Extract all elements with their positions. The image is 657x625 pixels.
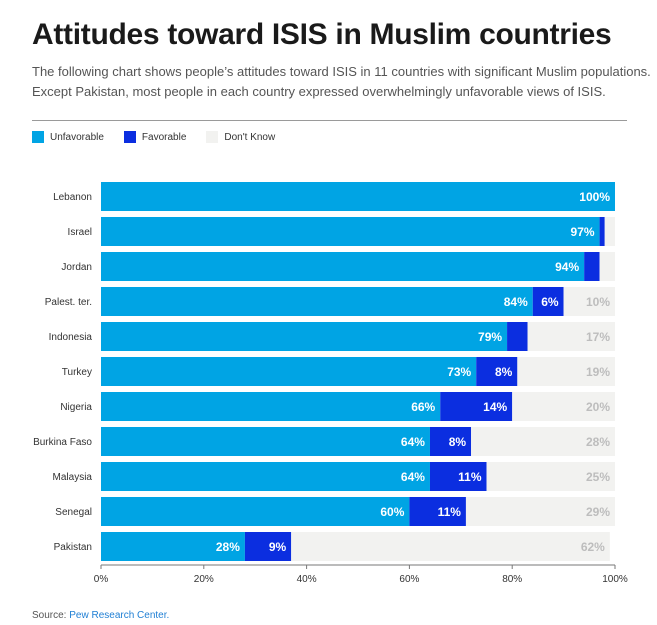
bar-unfavorable-jordan — [101, 252, 585, 281]
data-label-don-t-know-pakistan: 62% — [581, 540, 605, 554]
bar-unfavorable-malaysia — [101, 462, 430, 491]
bar-don-t-know-nigeria — [512, 392, 615, 421]
data-label-favorable-turkey: 8% — [495, 365, 513, 379]
legend-swatch-unfavorable — [32, 131, 44, 143]
legend-swatch-favorable — [123, 131, 136, 143]
x-tick-label-40: 40% — [297, 574, 317, 585]
bar-don-t-know-israel — [604, 217, 615, 246]
data-label-don-t-know-burkina-faso: 28% — [586, 435, 610, 449]
bar-don-t-know-malaysia — [486, 462, 615, 491]
data-label-unfavorable-jordan: 94% — [555, 260, 579, 274]
bar-favorable-indonesia — [507, 322, 528, 351]
data-label-unfavorable-nigeria: 66% — [411, 400, 435, 414]
bar-don-t-know-pakistan — [291, 532, 610, 561]
data-label-unfavorable-burkina-faso: 64% — [401, 435, 425, 449]
legend-item-favorable: Favorable — [123, 131, 187, 143]
bar-unfavorable-burkina-faso — [101, 427, 430, 456]
data-label-unfavorable-israel: 97% — [571, 225, 595, 239]
source-note: Source: Pew Research Center. — [32, 610, 169, 621]
data-label-favorable-palest-ter: 6% — [541, 295, 559, 309]
bar-unfavorable-pakistan — [101, 532, 245, 561]
chart-title: Attitudes toward ISIS in Muslim countrie… — [32, 18, 612, 51]
bar-don-t-know-jordan — [599, 252, 615, 281]
data-label-unfavorable-malaysia: 64% — [401, 470, 425, 484]
data-label-favorable-senegal: 11% — [438, 505, 462, 519]
bar-unfavorable-israel — [101, 217, 600, 246]
data-label-favorable-nigeria: 14% — [483, 400, 507, 414]
bar-favorable-turkey — [476, 357, 518, 386]
bar-don-t-know-indonesia — [527, 322, 615, 351]
data-label-don-t-know-turkey: 19% — [586, 365, 610, 379]
legend-label-favorable: Favorable — [141, 131, 187, 143]
legend-item-dont-know: Don't Know — [206, 131, 275, 143]
category-label-senegal: Senegal — [55, 507, 92, 518]
data-label-unfavorable-turkey: 73% — [447, 365, 471, 379]
category-label-palest-ter: Palest. ter. — [45, 297, 92, 308]
bar-unfavorable-senegal — [101, 497, 410, 526]
category-label-turkey: Turkey — [62, 367, 92, 378]
data-label-favorable-malaysia: 11% — [458, 470, 482, 484]
bar-favorable-israel — [599, 217, 605, 246]
bar-don-t-know-turkey — [517, 357, 615, 386]
bar-favorable-malaysia — [429, 462, 487, 491]
x-tick-label-0: 0% — [94, 574, 109, 585]
bar-unfavorable-lebanon — [101, 182, 615, 211]
legend-item-unfavorable: Unfavorable — [32, 131, 104, 143]
x-tick-label-80: 80% — [502, 574, 522, 585]
category-label-lebanon: Lebanon — [53, 192, 92, 203]
bar-don-t-know-burkina-faso — [471, 427, 615, 456]
x-tick-label-20: 20% — [194, 574, 214, 585]
data-label-unfavorable-lebanon: 100% — [579, 190, 610, 204]
category-label-indonesia: Indonesia — [49, 332, 93, 343]
data-label-don-t-know-malaysia: 25% — [586, 470, 610, 484]
legend: Unfavorable Favorable Don't Know — [32, 131, 295, 143]
x-tick-label-100: 100% — [602, 574, 628, 585]
bar-unfavorable-indonesia — [101, 322, 508, 351]
data-label-don-t-know-nigeria: 20% — [586, 400, 610, 414]
bar-favorable-jordan — [584, 252, 600, 281]
chart-subtitle: The following chart shows people’s attit… — [32, 64, 651, 99]
bar-don-t-know-palest-ter — [563, 287, 615, 316]
category-label-nigeria: Nigeria — [60, 402, 92, 413]
bar-unfavorable-nigeria — [101, 392, 441, 421]
category-label-burkina-faso: Burkina Faso — [33, 437, 92, 448]
source-link[interactable]: Pew Research Center. — [69, 610, 170, 621]
data-label-don-t-know-senegal: 29% — [586, 505, 610, 519]
legend-label-dont-know: Don't Know — [224, 131, 276, 143]
category-label-malaysia: Malaysia — [53, 472, 93, 483]
bar-don-t-know-senegal — [465, 497, 615, 526]
data-label-unfavorable-pakistan: 28% — [216, 540, 240, 554]
x-tick-label-60: 60% — [399, 574, 419, 585]
data-label-unfavorable-senegal: 60% — [380, 505, 404, 519]
legend-label-unfavorable: Unfavorable — [50, 131, 104, 143]
bar-favorable-senegal — [409, 497, 466, 526]
header-divider — [32, 120, 627, 121]
category-label-israel: Israel — [68, 227, 92, 238]
bar-unfavorable-palest-ter — [101, 287, 533, 316]
bar-favorable-pakistan — [244, 532, 292, 561]
data-label-don-t-know-indonesia: 17% — [586, 330, 610, 344]
source-prefix: Source: — [32, 610, 70, 621]
data-label-unfavorable-indonesia: 79% — [478, 330, 502, 344]
stacked-bar-chart: Lebanon 100% Israel 97% Jordan 94% Palest. ter… — [33, 182, 628, 585]
category-label-pakistan: Pakistan — [54, 542, 92, 553]
bar-unfavorable-turkey — [101, 357, 477, 386]
data-label-unfavorable-palest-ter: 84% — [504, 295, 528, 309]
data-label-don-t-know-palest-ter: 10% — [586, 295, 610, 309]
category-label-jordan: Jordan — [61, 262, 92, 273]
bar-favorable-burkina-faso — [429, 427, 472, 456]
bar-favorable-palest-ter — [532, 287, 564, 316]
bar-favorable-nigeria — [440, 392, 513, 421]
data-label-favorable-pakistan: 9% — [269, 540, 287, 554]
data-label-favorable-burkina-faso: 8% — [449, 435, 467, 449]
legend-swatch-dont-know — [206, 131, 219, 143]
